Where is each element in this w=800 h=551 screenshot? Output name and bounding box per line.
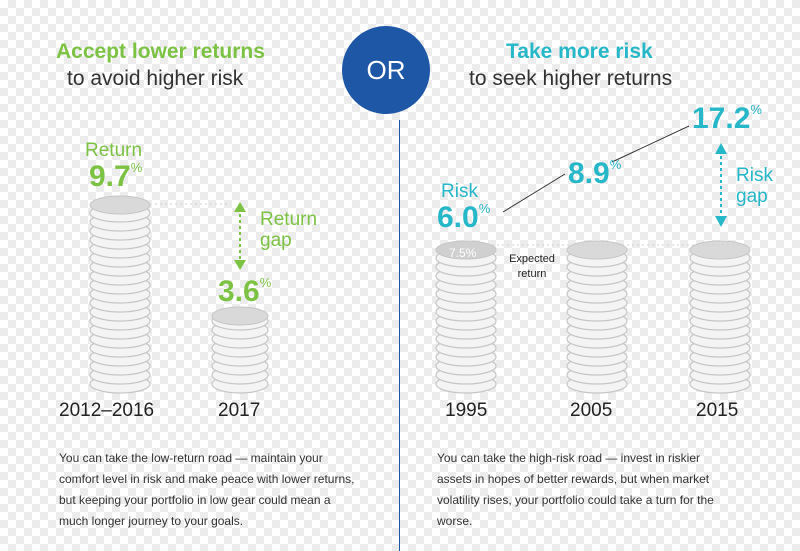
- coin-stack-2005: [566, 240, 628, 394]
- left-heading: Accept lower returns: [56, 40, 265, 63]
- return-value-2017: 3.6%: [218, 275, 272, 308]
- left-subheading: to avoid higher risk: [67, 67, 244, 90]
- coin-stack-1995: [435, 240, 497, 394]
- year-label-2005: 2005: [570, 400, 613, 421]
- risk-gap-arrow: [715, 143, 727, 227]
- right-subheading: to seek higher returns: [469, 67, 673, 90]
- coin-stack-2017: [211, 306, 269, 394]
- expected-return-label: Expected return: [509, 253, 555, 280]
- risk-value-2015: 17.2%: [692, 102, 762, 135]
- year-label-2012-2016: 2012–2016: [59, 400, 155, 421]
- return-gap-label: Return gap: [260, 209, 318, 251]
- return-value-2012-2016: 9.7%: [89, 160, 143, 193]
- coin-stack-2015: [689, 240, 751, 394]
- risk-connector-1995-2005: [502, 173, 566, 213]
- risk-connector-2005-2015: [611, 125, 690, 163]
- left-caption: You can take the low-return road — maint…: [59, 451, 355, 528]
- or-badge: OR: [342, 26, 430, 114]
- center-divider: [399, 120, 400, 551]
- year-label-2017: 2017: [218, 400, 261, 421]
- coin-stack-2012-2016: [89, 195, 151, 394]
- return-label: Return: [85, 140, 143, 161]
- year-label-2015: 2015: [696, 400, 739, 421]
- right-heading: Take more risk: [506, 40, 653, 63]
- risk-gap-label: Risk gap: [736, 165, 773, 207]
- right-caption: You can take the high-risk road — invest…: [437, 451, 714, 528]
- expected-return-badge: 7.5%: [449, 246, 477, 260]
- risk-value-1995: 6.0%: [437, 201, 491, 234]
- risk-value-2005: 8.9%: [568, 157, 622, 190]
- year-label-1995: 1995: [445, 400, 488, 421]
- return-gap-arrow: [234, 202, 246, 270]
- risk-label: Risk: [441, 181, 478, 202]
